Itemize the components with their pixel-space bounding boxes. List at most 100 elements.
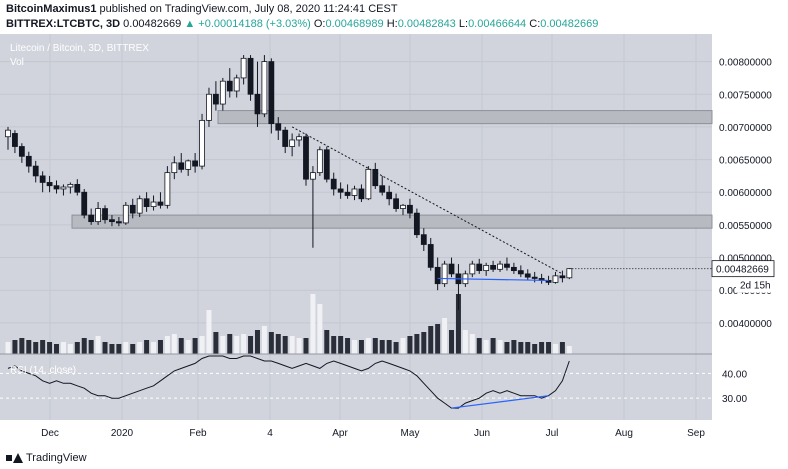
candle-body[interactable] [330, 178, 337, 190]
candle-body[interactable] [109, 219, 115, 223]
candle-body[interactable] [344, 191, 351, 196]
rsi-divergence-line[interactable] [451, 395, 549, 409]
candle-body[interactable] [32, 165, 39, 177]
symbol-label: BITTREX:LTCBTC, 3D [6, 18, 121, 30]
candles[interactable] [5, 55, 573, 310]
candle-body[interactable] [316, 149, 323, 174]
candle-body[interactable] [67, 183, 74, 188]
candle-body[interactable] [275, 123, 282, 131]
candle-body[interactable] [240, 57, 247, 79]
candle-body[interactable] [192, 160, 199, 167]
candle-body[interactable] [323, 149, 330, 180]
candle-body[interactable] [358, 188, 365, 200]
candle-body[interactable] [448, 263, 455, 275]
candle-body[interactable] [400, 204, 406, 209]
candle-body[interactable] [136, 198, 143, 214]
candle-body[interactable] [559, 275, 566, 279]
candle-body[interactable] [206, 93, 212, 121]
candle-body[interactable] [219, 80, 226, 105]
candle-body[interactable] [226, 80, 233, 92]
candle-body[interactable] [247, 57, 254, 95]
candle-body[interactable] [296, 136, 302, 141]
support-zone[interactable] [217, 110, 713, 125]
candle-body[interactable] [102, 208, 108, 221]
volume-bar [289, 336, 295, 354]
candle-body[interactable] [39, 175, 46, 183]
candle-body[interactable] [129, 204, 136, 214]
candle-body[interactable] [469, 263, 476, 275]
candle-body[interactable] [566, 268, 573, 279]
candle-body[interactable] [282, 129, 289, 147]
candle-body[interactable] [199, 119, 205, 167]
candle-body[interactable] [178, 162, 185, 170]
time-tick-label: May [401, 428, 420, 439]
candle-body[interactable] [12, 133, 18, 147]
tradingview-logo-icon[interactable] [6, 453, 23, 463]
candle-body[interactable] [185, 160, 192, 170]
candle-body[interactable] [407, 204, 413, 214]
candle-body[interactable] [143, 198, 150, 208]
candle-body[interactable] [171, 162, 178, 174]
candle-body[interactable] [310, 172, 316, 180]
candle-body[interactable] [5, 129, 11, 138]
footer-brand[interactable]: TradingView [26, 452, 87, 464]
candle-body[interactable] [81, 191, 88, 216]
author-name[interactable]: BitcoinMaximus1 [6, 3, 97, 15]
candle-body[interactable] [303, 136, 309, 180]
candle-body[interactable] [531, 276, 538, 279]
candle-body[interactable] [413, 212, 420, 236]
price-support-line[interactable] [437, 277, 549, 282]
support-zone[interactable] [71, 214, 713, 229]
candle-body[interactable] [46, 182, 53, 187]
rsi-line[interactable] [7, 355, 570, 409]
chart-canvas[interactable]: Litecoin / Bitcoin, 3D, BITTREX Vol RSI … [0, 34, 788, 446]
volume-bar [74, 342, 80, 354]
candle-body[interactable] [261, 61, 268, 115]
candle-body[interactable] [233, 77, 240, 92]
volume-bar [12, 340, 18, 354]
candle-body[interactable] [95, 208, 101, 223]
candle-body[interactable] [164, 172, 171, 206]
rsi-label: RSI (14, close) [10, 365, 76, 376]
candle-body[interactable] [386, 191, 393, 200]
candle-body[interactable] [372, 168, 379, 187]
candle-body[interactable] [88, 214, 95, 223]
candle-body[interactable] [53, 185, 60, 190]
candle-body[interactable] [60, 186, 67, 190]
candle-body[interactable] [524, 273, 531, 278]
volume-bar [379, 340, 385, 354]
candle-body[interactable] [115, 221, 122, 224]
candle-body[interactable] [150, 201, 157, 208]
candle-body[interactable] [427, 244, 434, 268]
candle-body[interactable] [393, 198, 399, 209]
volume-label: Vol [10, 57, 24, 68]
candle-body[interactable] [420, 234, 427, 245]
candle-body[interactable] [25, 155, 32, 167]
candle-body[interactable] [18, 146, 25, 157]
price-axis[interactable]: 0.00800000 0.00750000 0.00700000 0.00650000… [711, 58, 775, 406]
candle-body[interactable] [122, 204, 129, 224]
candle-body[interactable] [254, 93, 261, 115]
trend-lines[interactable] [291, 126, 712, 282]
candle-body[interactable] [74, 183, 81, 193]
candle-body[interactable] [157, 201, 164, 206]
candle-body[interactable] [504, 263, 510, 268]
candle-body[interactable] [497, 263, 503, 270]
candle-body[interactable] [365, 168, 372, 200]
candle-body[interactable] [441, 263, 448, 285]
candle-body[interactable] [434, 266, 441, 285]
time-axis[interactable]: Dec 2020 Feb 4 Apr May Jun Jul Aug Sep [41, 428, 705, 439]
candle-body[interactable] [351, 188, 358, 196]
candle-body[interactable] [476, 263, 483, 272]
candle-body[interactable] [337, 188, 344, 193]
candle-body[interactable] [212, 93, 219, 105]
candle-body[interactable] [379, 185, 386, 193]
candle-body[interactable] [490, 264, 497, 270]
descending-trendline[interactable] [291, 126, 563, 275]
candle-body[interactable] [510, 266, 517, 272]
candle-body[interactable] [552, 275, 559, 283]
candle-body[interactable] [517, 270, 524, 275]
candle-body[interactable] [289, 139, 296, 147]
candle-body[interactable] [268, 61, 275, 125]
candle-body[interactable] [483, 264, 490, 272]
